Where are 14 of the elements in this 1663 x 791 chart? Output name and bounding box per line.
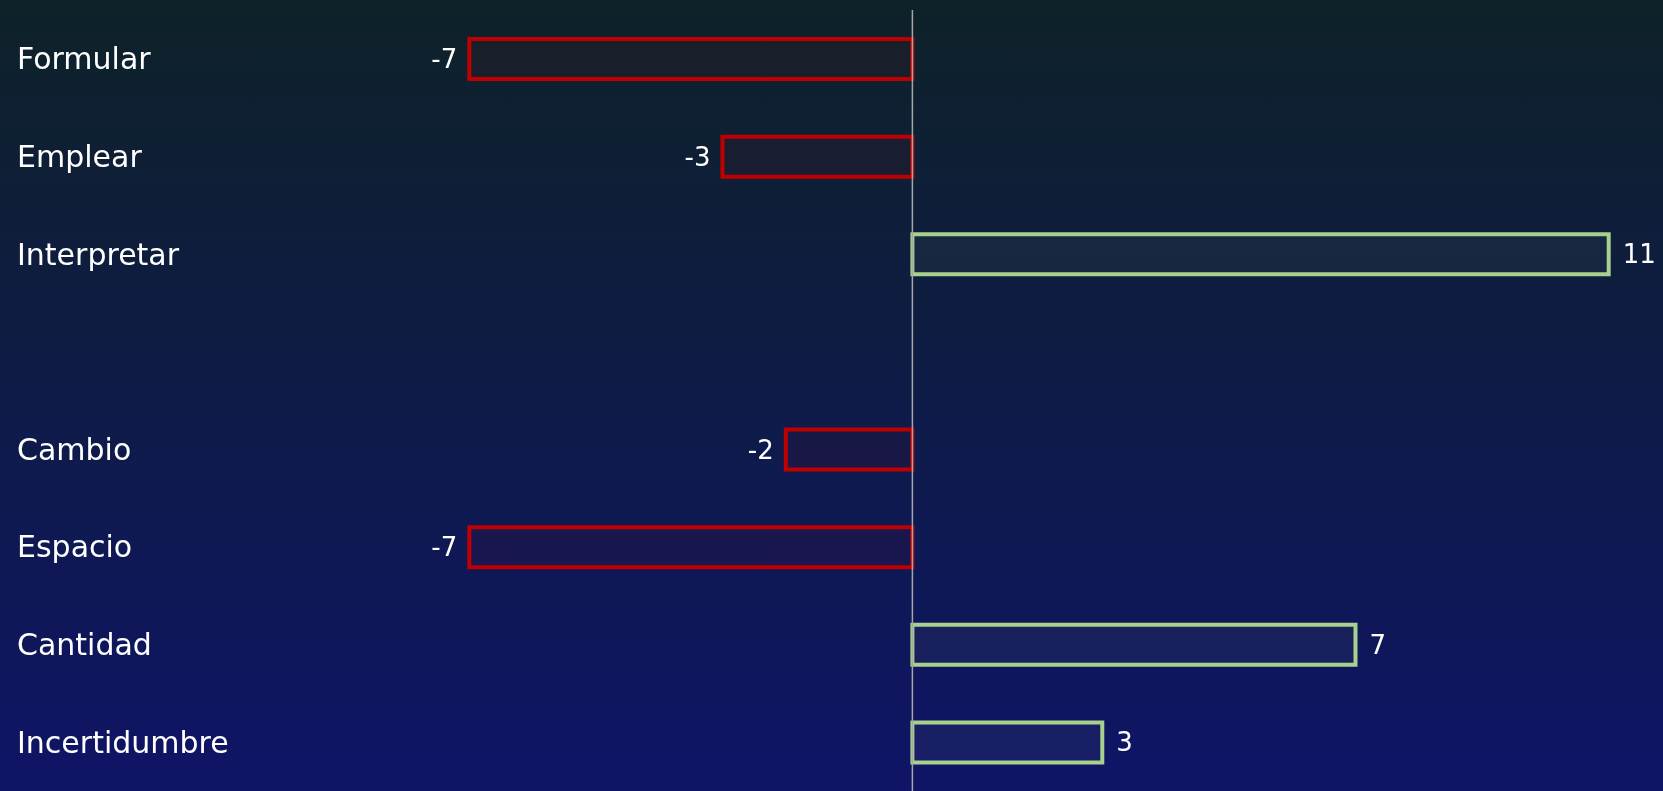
y-tick-label: Espacio — [17, 529, 133, 565]
y-tick-label: Cambio — [17, 431, 132, 467]
data-label: -2 — [747, 434, 774, 465]
y-tick-label: Cantidad — [17, 627, 152, 663]
data-label: -3 — [684, 141, 711, 172]
data-label: -7 — [431, 532, 458, 563]
data-label: 7 — [1369, 629, 1387, 660]
data-label: 11 — [1622, 239, 1656, 270]
y-tick-label: Incertidumbre — [17, 724, 229, 760]
data-label: -7 — [431, 44, 458, 74]
y-tick-label: Emplear — [17, 138, 143, 174]
y-tick-label: Interpretar — [17, 236, 180, 272]
y-tick-label: Formular — [17, 41, 152, 77]
data-label: 3 — [1116, 727, 1133, 758]
